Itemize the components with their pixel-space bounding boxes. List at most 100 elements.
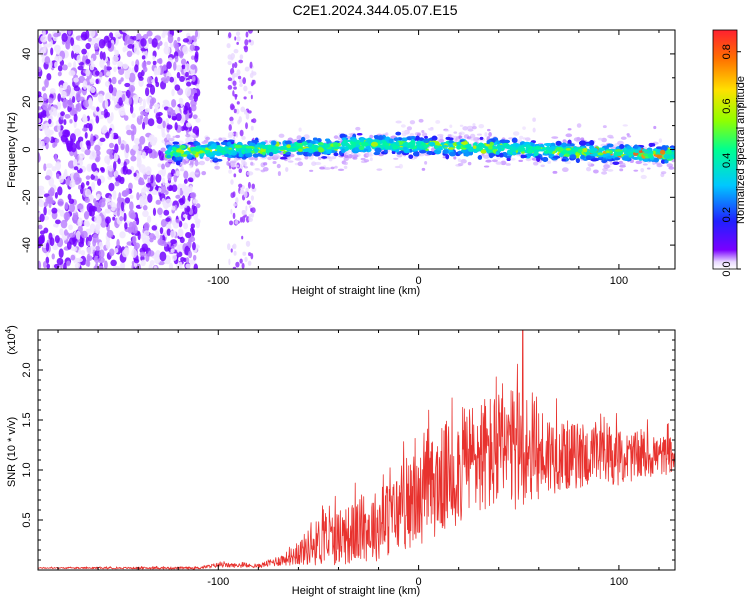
heat-cell [236, 35, 241, 42]
heat-cell [233, 61, 238, 69]
heat-cell [54, 235, 60, 244]
heat-cell [573, 137, 581, 142]
heat-cell [110, 111, 114, 122]
heat-cell [136, 192, 140, 201]
heat-cell [139, 135, 146, 145]
heat-cell [108, 182, 115, 192]
heat-cell [114, 247, 119, 254]
heat-cell [297, 161, 304, 167]
heat-cell [284, 140, 292, 145]
heat-cell [168, 137, 175, 142]
heat-cell [242, 77, 247, 85]
heat-cell [185, 122, 192, 128]
heat-cell [457, 162, 464, 167]
heat-cell [352, 156, 358, 160]
heat-cell [195, 142, 201, 147]
heat-cell [121, 93, 126, 102]
heat-cell [290, 147, 297, 151]
heat-cell [235, 31, 241, 37]
heat-cell [605, 155, 613, 160]
heat-cell [125, 169, 132, 175]
heat-cell [506, 157, 511, 162]
heat-cell [526, 148, 534, 154]
heat-cell [73, 77, 79, 83]
heat-cell [169, 43, 174, 48]
heat-cell [80, 230, 88, 239]
heat-cell [85, 175, 91, 180]
heat-cell [78, 249, 82, 255]
heat-cell [140, 110, 146, 116]
heat-cell [142, 66, 148, 73]
heat-cell [324, 143, 329, 149]
heat-cell [180, 58, 187, 66]
heat-cell [179, 204, 185, 210]
heat-cell [429, 141, 436, 147]
top-y-axis-label: Frequency (Hz) [6, 112, 18, 188]
heat-cell [457, 158, 461, 162]
heat-cell [83, 220, 87, 226]
heat-cell [243, 85, 248, 92]
heat-cell [85, 122, 91, 129]
heat-cell [238, 168, 243, 174]
heat-cell [517, 139, 523, 142]
heat-cell [95, 150, 101, 157]
heat-cell [313, 151, 321, 157]
heat-cell [239, 83, 243, 87]
heat-cell [262, 151, 266, 156]
heat-cell [503, 139, 510, 144]
heat-cell [485, 159, 492, 163]
heat-cell [251, 118, 257, 124]
heat-cell [92, 37, 99, 44]
heat-cell [89, 155, 94, 160]
heat-cell [418, 137, 424, 141]
heat-cell [597, 152, 604, 156]
heat-cell [86, 246, 94, 255]
heat-cell [67, 30, 72, 35]
heat-cell [229, 161, 236, 167]
heat-cell [174, 122, 178, 131]
heat-cell [337, 168, 345, 171]
heat-cell [642, 163, 648, 166]
heat-cell [93, 265, 98, 269]
heat-cell [54, 138, 60, 144]
heat-cell [106, 60, 111, 67]
heat-cell [279, 156, 288, 160]
heat-cell [108, 142, 115, 149]
heat-cell [227, 77, 233, 82]
heat-cell [472, 123, 476, 127]
heat-cell [161, 177, 166, 186]
heat-cell [248, 39, 252, 43]
heat-cell [60, 111, 65, 117]
heat-cell [77, 217, 83, 227]
heat-cell [344, 154, 349, 159]
heat-cell [84, 132, 88, 139]
heat-cell [166, 124, 173, 130]
heat-cell [496, 144, 502, 150]
heat-cell [110, 259, 117, 267]
heat-cell [487, 128, 491, 132]
heat-cell [72, 214, 78, 224]
colorbar-tick-label: 0.6 [721, 98, 733, 113]
heat-cell [63, 212, 71, 221]
heat-cell [185, 263, 191, 269]
heat-cell [408, 154, 414, 159]
heat-cell [128, 182, 133, 191]
heat-cell [312, 137, 318, 141]
heat-cell [601, 171, 608, 175]
heat-cell [311, 161, 317, 166]
heat-cell [193, 161, 200, 166]
heat-cell [232, 212, 236, 220]
heat-cell [427, 127, 433, 131]
heat-cell [160, 147, 166, 153]
heat-cell [418, 145, 425, 149]
heat-cell [301, 141, 308, 146]
y-tick-label: 1.5 [21, 412, 33, 427]
heat-cell [214, 165, 221, 170]
heat-cell [298, 127, 302, 132]
heat-cell [152, 60, 157, 65]
heat-cell [395, 131, 402, 136]
heat-cell [248, 205, 253, 209]
heat-cell [145, 87, 150, 97]
heat-cell [98, 265, 104, 269]
heat-cell [114, 143, 119, 154]
